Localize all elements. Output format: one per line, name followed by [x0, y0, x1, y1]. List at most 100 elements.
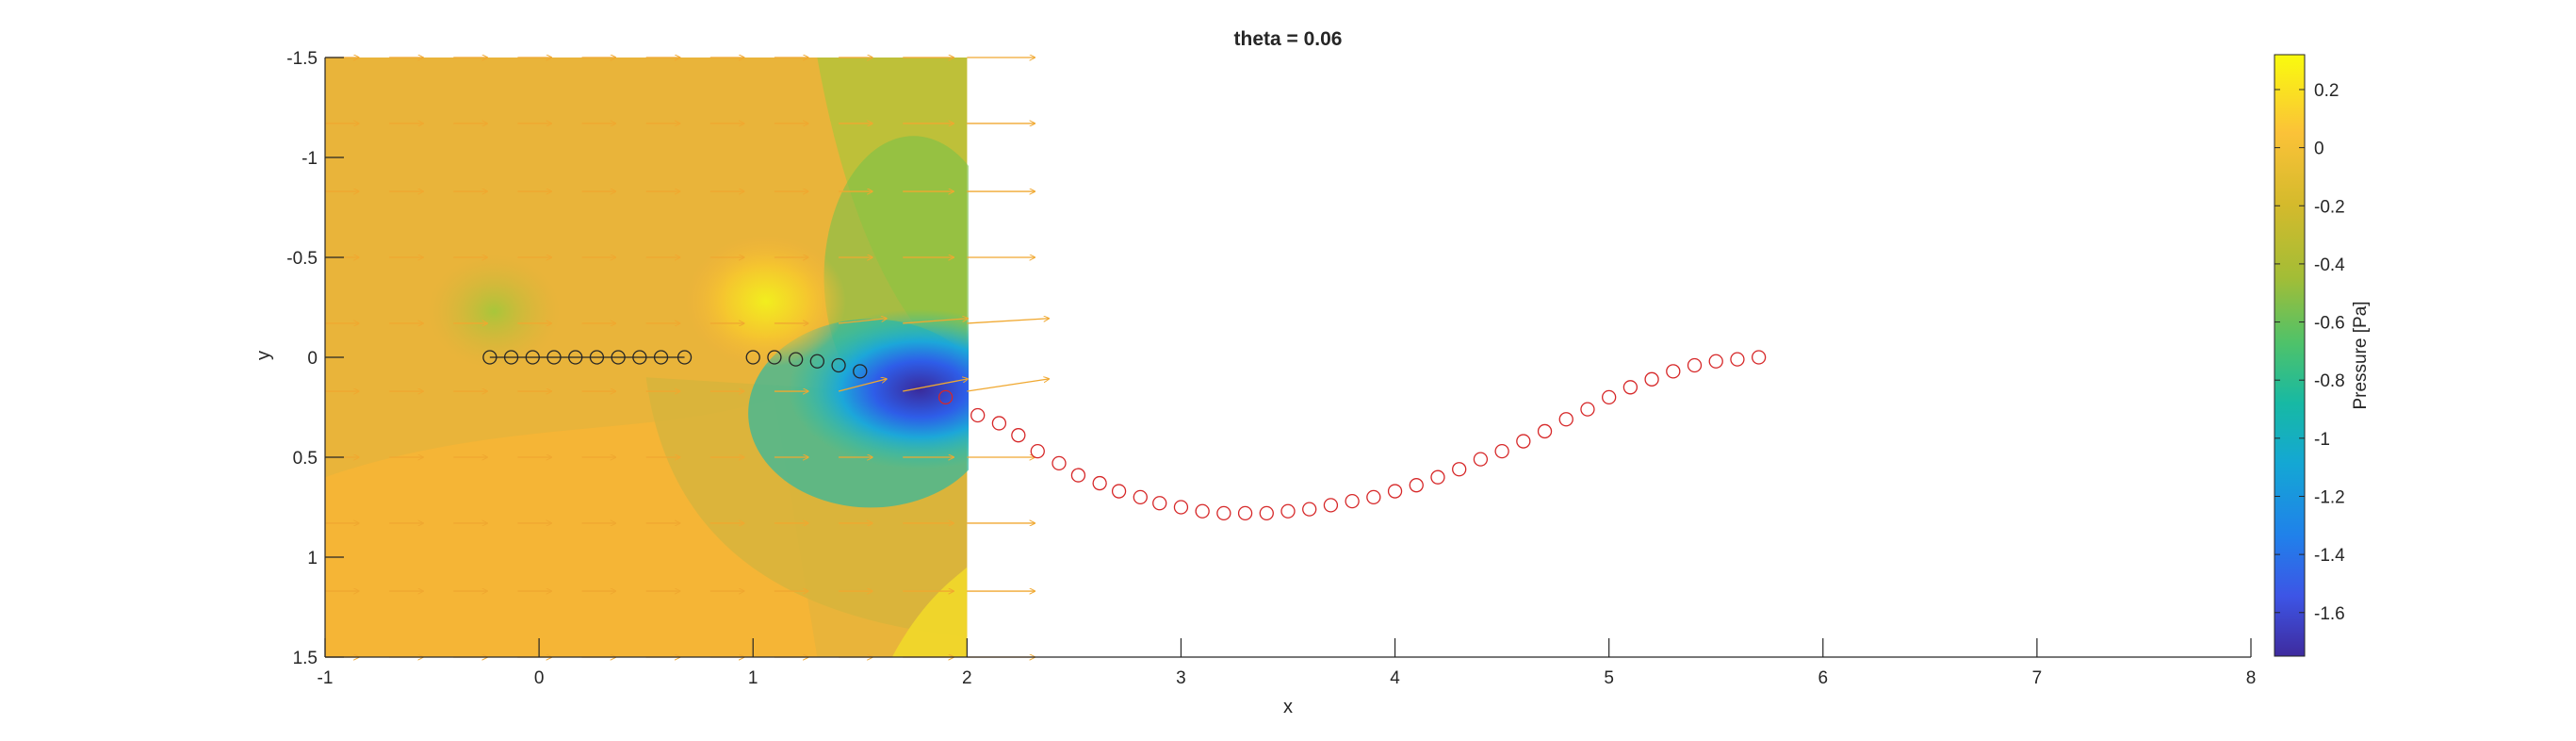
- marker-series: [482, 350, 1767, 521]
- data-point: [1052, 455, 1067, 471]
- data-point: [1152, 496, 1167, 511]
- y-tick-label: -0.5: [286, 249, 318, 269]
- x-tick-label: 4: [1390, 668, 1400, 688]
- y-tick-label: 0.5: [293, 449, 318, 469]
- colorbar-tick-label: -0.8: [2314, 371, 2345, 391]
- colorbar-tick-label: -1.6: [2314, 604, 2345, 624]
- data-point: [1580, 402, 1595, 417]
- data-point: [1494, 443, 1509, 459]
- y-tick-label: 1.5: [293, 649, 318, 668]
- data-point: [1216, 505, 1231, 521]
- data-point: [1666, 364, 1681, 379]
- colorbar-tick-label: -1.2: [2314, 487, 2345, 507]
- data-point: [589, 350, 605, 365]
- data-point: [568, 350, 583, 365]
- colorbar-tick-label: 0.2: [2314, 81, 2339, 101]
- colorbar-tick-label: -0.2: [2314, 197, 2345, 217]
- low-pressure-region: [788, 308, 969, 469]
- quiver-arrow: [838, 379, 887, 392]
- data-point: [1195, 503, 1210, 519]
- data-point: [1070, 468, 1086, 483]
- high-pressure-region: [685, 235, 846, 368]
- x-tick-label: 5: [1604, 668, 1614, 688]
- data-point: [525, 350, 540, 365]
- data-point: [1452, 462, 1467, 477]
- x-tick-label: 3: [1176, 668, 1186, 688]
- data-point: [546, 350, 562, 365]
- data-point: [788, 352, 804, 367]
- data-point: [1092, 475, 1107, 491]
- data-point: [1622, 380, 1639, 395]
- colorbar-gradient: [2274, 54, 2306, 657]
- y-tick-label: 0: [307, 349, 318, 369]
- x-tick-label: 0: [534, 668, 545, 688]
- data-point: [1558, 412, 1573, 427]
- data-point: [937, 389, 954, 405]
- data-point: [1602, 389, 1617, 405]
- data-point: [970, 407, 986, 423]
- data-point: [1430, 469, 1445, 485]
- x-tick-label: 6: [1818, 668, 1828, 688]
- data-point: [611, 350, 626, 365]
- data-point: [677, 350, 693, 365]
- data-point: [1259, 505, 1274, 521]
- data-point: [1237, 505, 1253, 521]
- y-tick-label: -1.5: [286, 49, 318, 69]
- x-tick-label: 8: [2246, 668, 2257, 688]
- quiver-arrow: [903, 319, 968, 324]
- x-tick-label: 2: [962, 668, 972, 688]
- colorbar-tick-label: -0.6: [2314, 314, 2345, 334]
- colorbar-label: Pressure [Pa]: [2351, 301, 2371, 409]
- quiver-arrow: [967, 319, 1049, 324]
- data-point: [1730, 352, 1745, 367]
- axes: -1 0 1 2 3 4 5 6 7 8 -1.5 -1 -0.5 0 0.5 1 1.5: [286, 49, 2256, 688]
- data-point: [503, 350, 519, 365]
- x-tick-label: 7: [2032, 668, 2043, 688]
- data-point: [1366, 489, 1381, 505]
- data-point: [1409, 478, 1424, 493]
- x-axis-label: x: [1283, 697, 1293, 717]
- quiver-arrow: [967, 379, 1049, 392]
- colorbar-tick-label: 0: [2314, 140, 2324, 159]
- data-point: [1302, 502, 1317, 517]
- data-point: [482, 350, 497, 365]
- data-point: [767, 350, 782, 365]
- y-tick-label: -1: [302, 149, 318, 169]
- colorbar-tick-label: -1.4: [2314, 546, 2345, 566]
- colorbar-tick-label: -0.4: [2314, 255, 2345, 275]
- data-point: [1111, 484, 1127, 499]
- data-point: [1516, 434, 1531, 449]
- data-point: [1323, 498, 1339, 513]
- colorbar: 0.2 0 -0.2 -0.4 -0.6 -0.8 -1 -1.2 -1.4 -1.6 Press…: [2274, 54, 2371, 657]
- data-point: [1708, 354, 1723, 369]
- data-point: [1537, 423, 1553, 439]
- data-point: [1387, 484, 1403, 499]
- quiver-arrow: [903, 379, 968, 392]
- data-point: [991, 416, 1007, 431]
- chart-title: theta = 0.06: [1234, 28, 1343, 50]
- data-point: [1687, 357, 1703, 373]
- colorbar-ticks: 0.2 0 -0.2 -0.4 -0.6 -0.8 -1 -1.2 -1.4 -1.6: [2274, 81, 2345, 624]
- data-point: [1345, 493, 1360, 509]
- data-point: [1751, 350, 1767, 365]
- quiver-arrow: [839, 319, 887, 324]
- data-point: [1030, 443, 1045, 459]
- data-point: [1280, 503, 1296, 519]
- colorbar-tick-label: -1: [2314, 430, 2330, 450]
- data-point: [1011, 428, 1026, 443]
- data-point: [1473, 452, 1489, 467]
- y-axis-label: y: [253, 351, 274, 360]
- x-tick-label: -1: [318, 668, 334, 688]
- data-point: [853, 364, 868, 379]
- data-point: [831, 357, 846, 373]
- pressure-contour: [325, 58, 969, 657]
- data-point: [809, 354, 825, 369]
- data-point: [1644, 371, 1659, 387]
- data-point: [632, 350, 647, 365]
- data-point: [653, 350, 669, 365]
- data-point: [1173, 500, 1189, 515]
- y-tick-label: 1: [307, 549, 318, 568]
- x-tick-label: 1: [748, 668, 758, 688]
